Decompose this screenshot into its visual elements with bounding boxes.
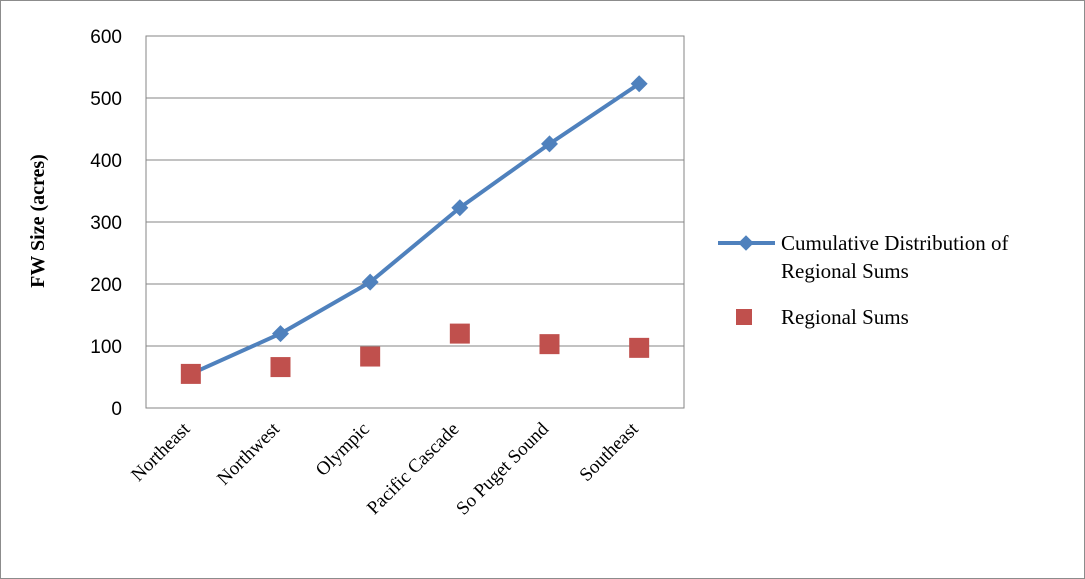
point-cumulative-5 [630, 75, 648, 93]
legend-label-cumulative-line1: Cumulative Distribution of [781, 231, 1008, 255]
point-regional-2 [360, 346, 381, 367]
y-axis-label: FW Size (acres) [27, 154, 49, 288]
point-regional-3 [449, 323, 470, 344]
x-tick-label-so-puget-sound: So Puget Sound [452, 418, 553, 519]
legend-swatch-cumulative-diamond [738, 235, 754, 251]
y-tick-label-0: 0 [111, 399, 122, 420]
x-tick-label-olympic: Olympic [312, 419, 374, 481]
point-regional-0 [180, 363, 201, 384]
point-regional-5 [629, 337, 650, 358]
series-cumulative-line [190, 82, 641, 376]
x-tick-label-pacific-cascade: Pacific Cascade [363, 419, 463, 519]
y-tick-label-300: 300 [90, 213, 122, 234]
point-regional-4 [539, 334, 560, 355]
legend-item-regional: Regional Sums [736, 305, 909, 329]
x-tick-label-northwest: Northwest [213, 418, 284, 489]
legend-item-cumulative: Cumulative Distribution of Regional Sums [718, 231, 1008, 283]
legend-label-cumulative-line2: Regional Sums [781, 259, 909, 283]
legend: Cumulative Distribution of Regional Sums… [718, 231, 1008, 329]
gridlines [145, 35, 685, 409]
legend-swatch-regional-square [736, 309, 752, 325]
x-tick-label-northeast: Northeast [127, 418, 195, 486]
point-cumulative-2 [361, 273, 379, 291]
x-tick-label-southeast: Southeast [576, 418, 644, 486]
y-tick-label-400: 400 [90, 151, 122, 172]
y-tick-label-600: 600 [90, 27, 122, 48]
plot-area [180, 75, 650, 384]
point-cumulative-4 [541, 135, 558, 153]
y-tick-label-500: 500 [90, 89, 122, 110]
y-axis-ticks: 0 100 200 300 400 500 600 [90, 27, 122, 420]
y-tick-label-100: 100 [90, 337, 122, 358]
point-cumulative-1 [272, 325, 289, 343]
legend-label-regional: Regional Sums [781, 305, 909, 329]
point-regional-1 [270, 357, 291, 378]
point-cumulative-3 [451, 199, 469, 217]
y-tick-label-200: 200 [90, 275, 122, 296]
